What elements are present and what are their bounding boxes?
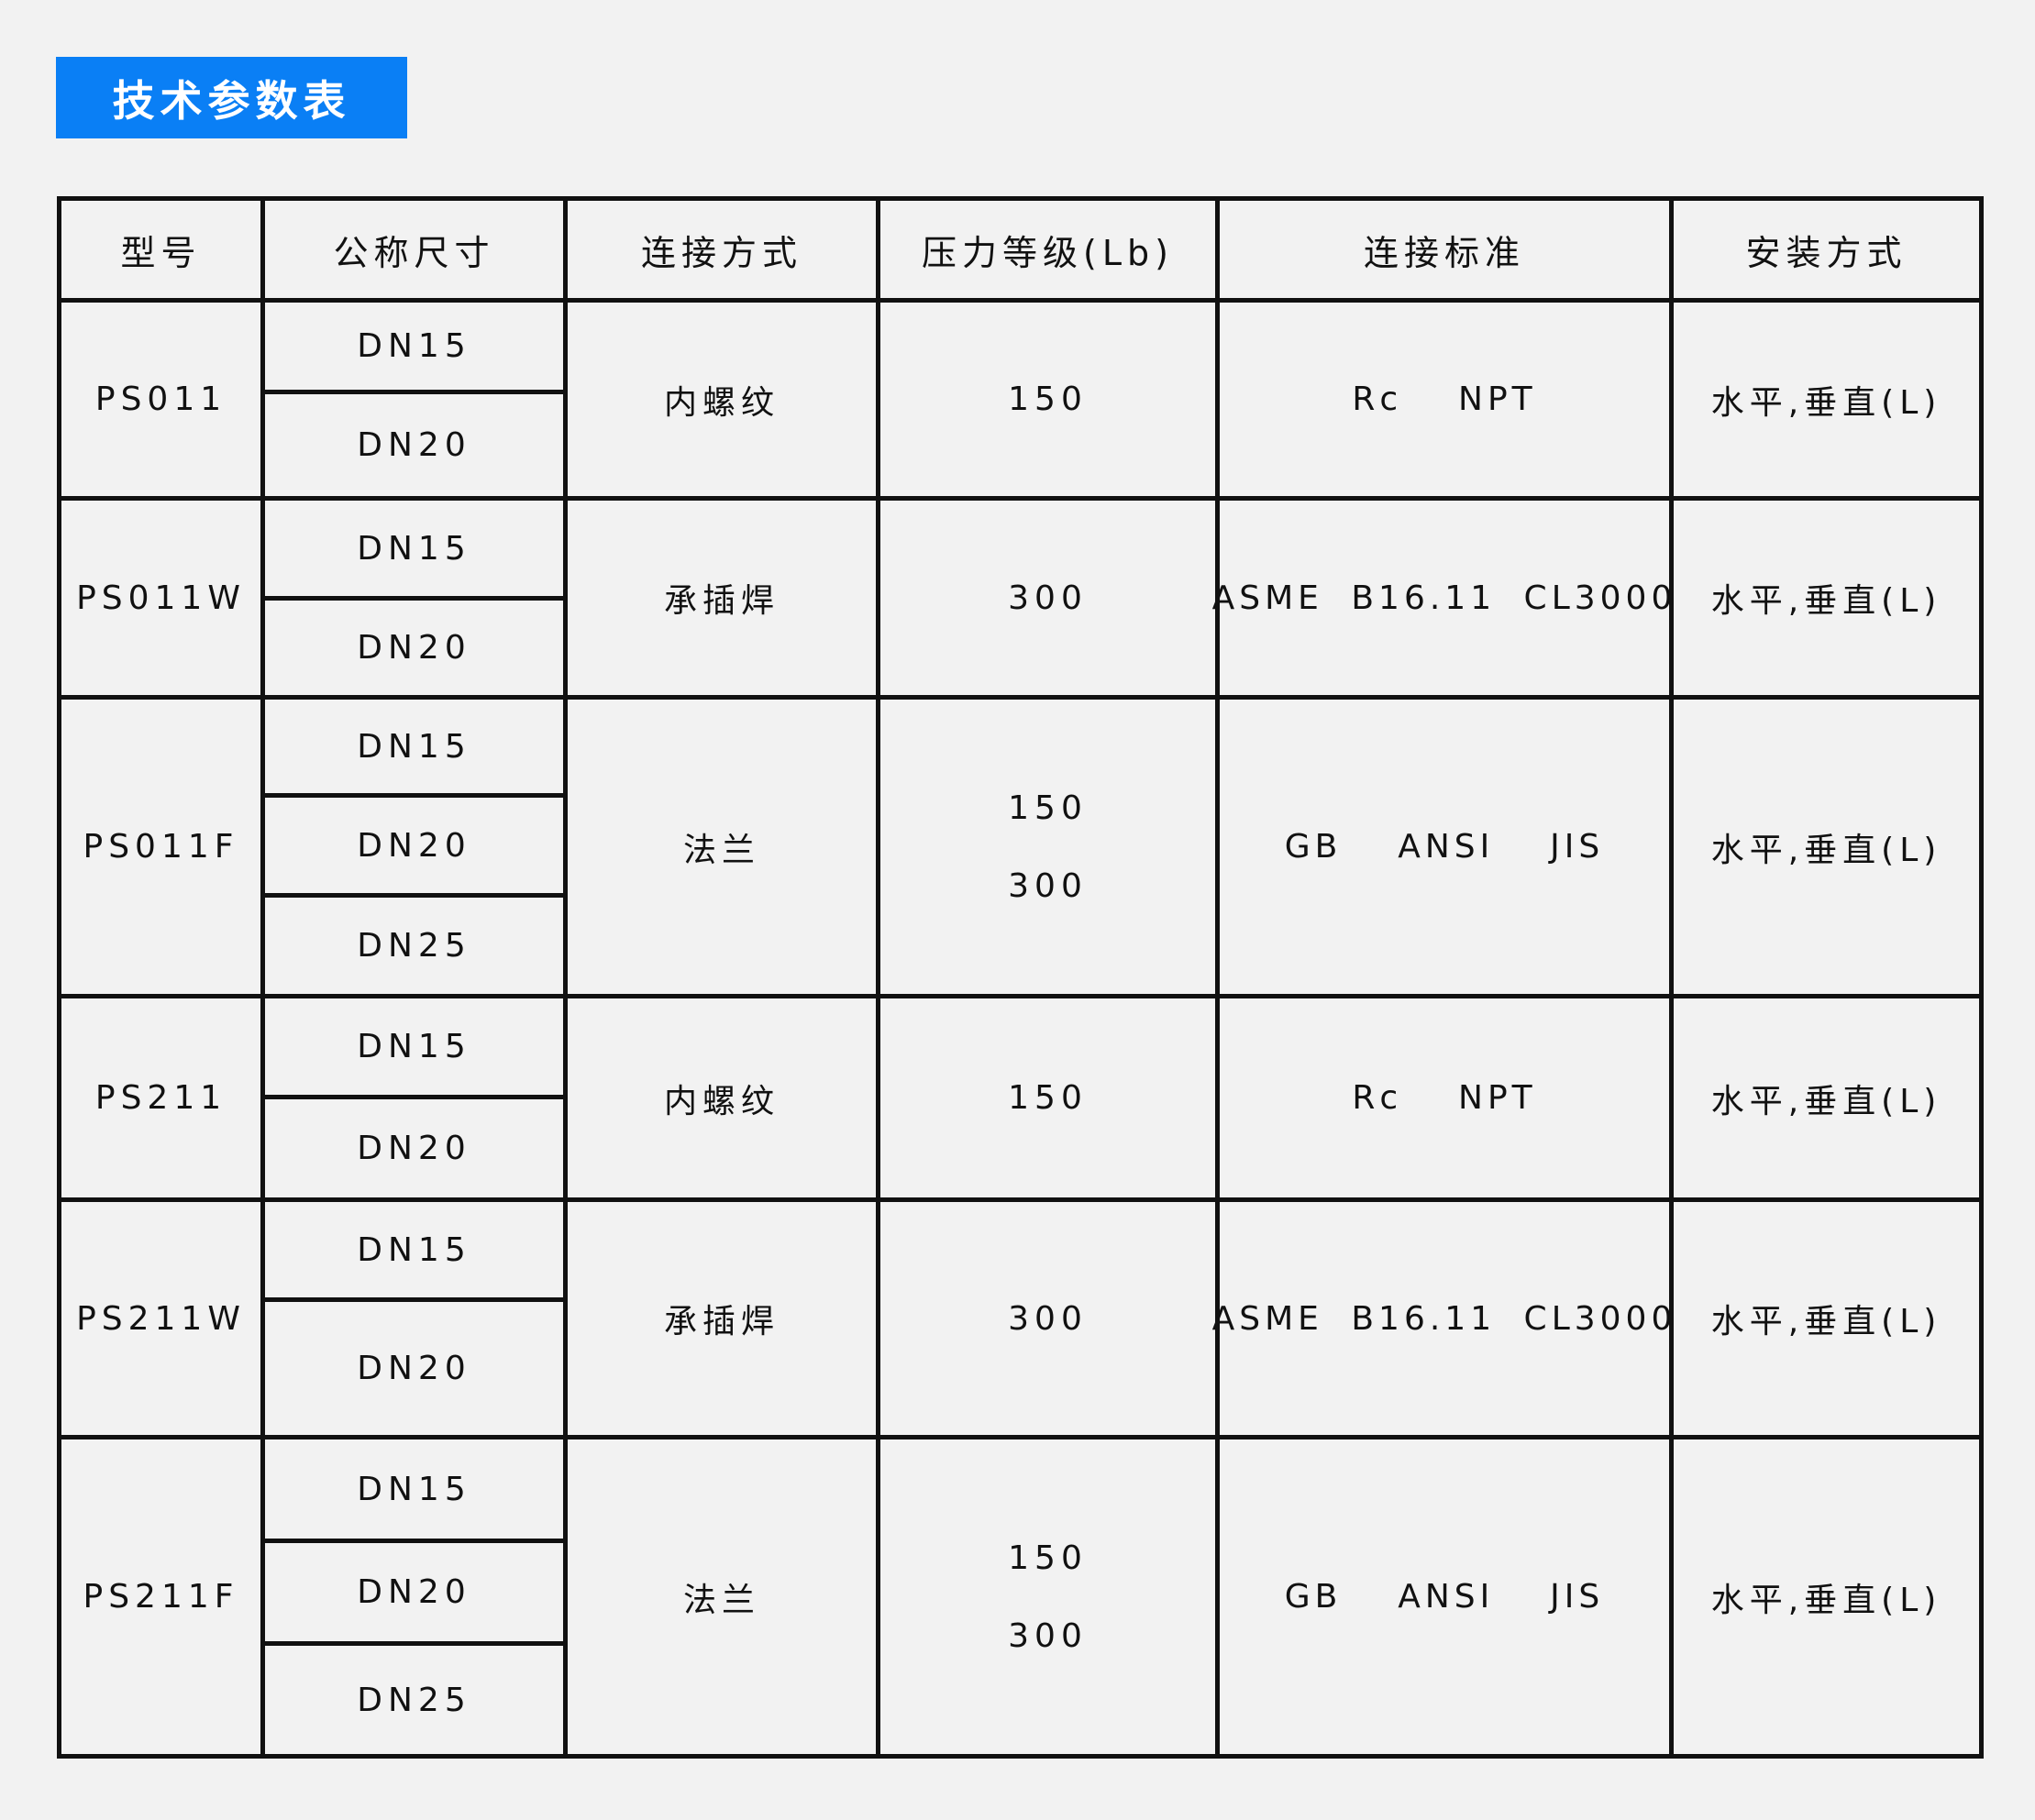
install-cell: 水平,垂直(L)	[1674, 998, 1984, 1202]
model-cell: PS211F	[61, 1439, 265, 1759]
standard-cell: Rc NPT	[1220, 998, 1674, 1202]
pressure-cell: 300	[880, 501, 1220, 700]
size-cell: DN15	[265, 1202, 568, 1302]
size-cell: DN20	[265, 394, 568, 501]
pressure-value: 300	[1008, 579, 1088, 617]
size-cell: DN15	[265, 700, 568, 798]
pressure-cell: 150 300	[880, 700, 1220, 998]
header-size: 公称尺寸	[265, 201, 568, 303]
pressure-value: 150	[1008, 1079, 1088, 1117]
model-cell: PS211W	[61, 1202, 265, 1439]
pressure-value: 300	[1008, 866, 1088, 905]
connection-cell: 内螺纹	[568, 998, 880, 1202]
model-cell: PS011F	[61, 700, 265, 998]
standard-cell: ASME B16.11 CL3000	[1212, 501, 1674, 700]
pressure-value: 300	[1008, 1616, 1088, 1655]
pressure-cell: 150 300	[880, 1439, 1220, 1759]
install-cell: 水平,垂直(L)	[1674, 1439, 1984, 1759]
model-cell: PS011	[61, 303, 265, 501]
pressure-value: 150	[1008, 1539, 1088, 1577]
install-cell: 水平,垂直(L)	[1674, 1202, 1984, 1439]
pressure-cell: 150	[880, 998, 1220, 1202]
header-install: 安装方式	[1674, 201, 1984, 303]
spec-table: 型号 公称尺寸 连接方式 压力等级(Lb) 连接标准 安装方式 PS011 DN15 DN20 内…	[57, 196, 1984, 1759]
pressure-cell: 300	[880, 1202, 1220, 1439]
size-cell: DN20	[265, 1302, 568, 1439]
standard-cell: GB ANSI JIS	[1220, 1439, 1674, 1759]
pressure-value: 300	[1008, 1299, 1088, 1338]
size-cell: DN20	[265, 1543, 568, 1646]
header-standard: 连接标准	[1220, 201, 1674, 303]
standard-cell: ASME B16.11 CL3000	[1212, 1202, 1674, 1439]
header-pressure: 压力等级(Lb)	[880, 201, 1220, 303]
connection-cell: 承插焊	[568, 501, 880, 700]
pressure-value: 150	[1008, 789, 1088, 827]
connection-cell: 法兰	[568, 700, 880, 998]
connection-cell: 法兰	[568, 1439, 880, 1759]
standard-cell: GB ANSI JIS	[1220, 700, 1674, 998]
size-cell: DN15	[265, 303, 568, 394]
size-cell: DN25	[265, 1646, 568, 1759]
section-title: 技术参数表	[56, 57, 407, 138]
connection-cell: 内螺纹	[568, 303, 880, 501]
connection-cell: 承插焊	[568, 1202, 880, 1439]
size-cell: DN20	[265, 798, 568, 898]
pressure-value: 150	[1008, 381, 1088, 418]
install-cell: 水平,垂直(L)	[1674, 501, 1984, 700]
install-cell: 水平,垂直(L)	[1674, 700, 1984, 998]
install-cell: 水平,垂直(L)	[1674, 303, 1984, 501]
model-cell: PS011W	[61, 501, 265, 700]
size-cell: DN15	[265, 501, 568, 601]
pressure-cell: 150	[880, 303, 1220, 501]
size-cell: DN25	[265, 898, 568, 998]
size-cell: DN20	[265, 1099, 568, 1202]
standard-cell: Rc NPT	[1220, 303, 1674, 501]
size-cell: DN20	[265, 601, 568, 700]
size-cell: DN15	[265, 1439, 568, 1543]
header-model: 型号	[61, 201, 265, 303]
header-connection: 连接方式	[568, 201, 880, 303]
model-cell: PS211	[61, 998, 265, 1202]
size-cell: DN15	[265, 998, 568, 1099]
